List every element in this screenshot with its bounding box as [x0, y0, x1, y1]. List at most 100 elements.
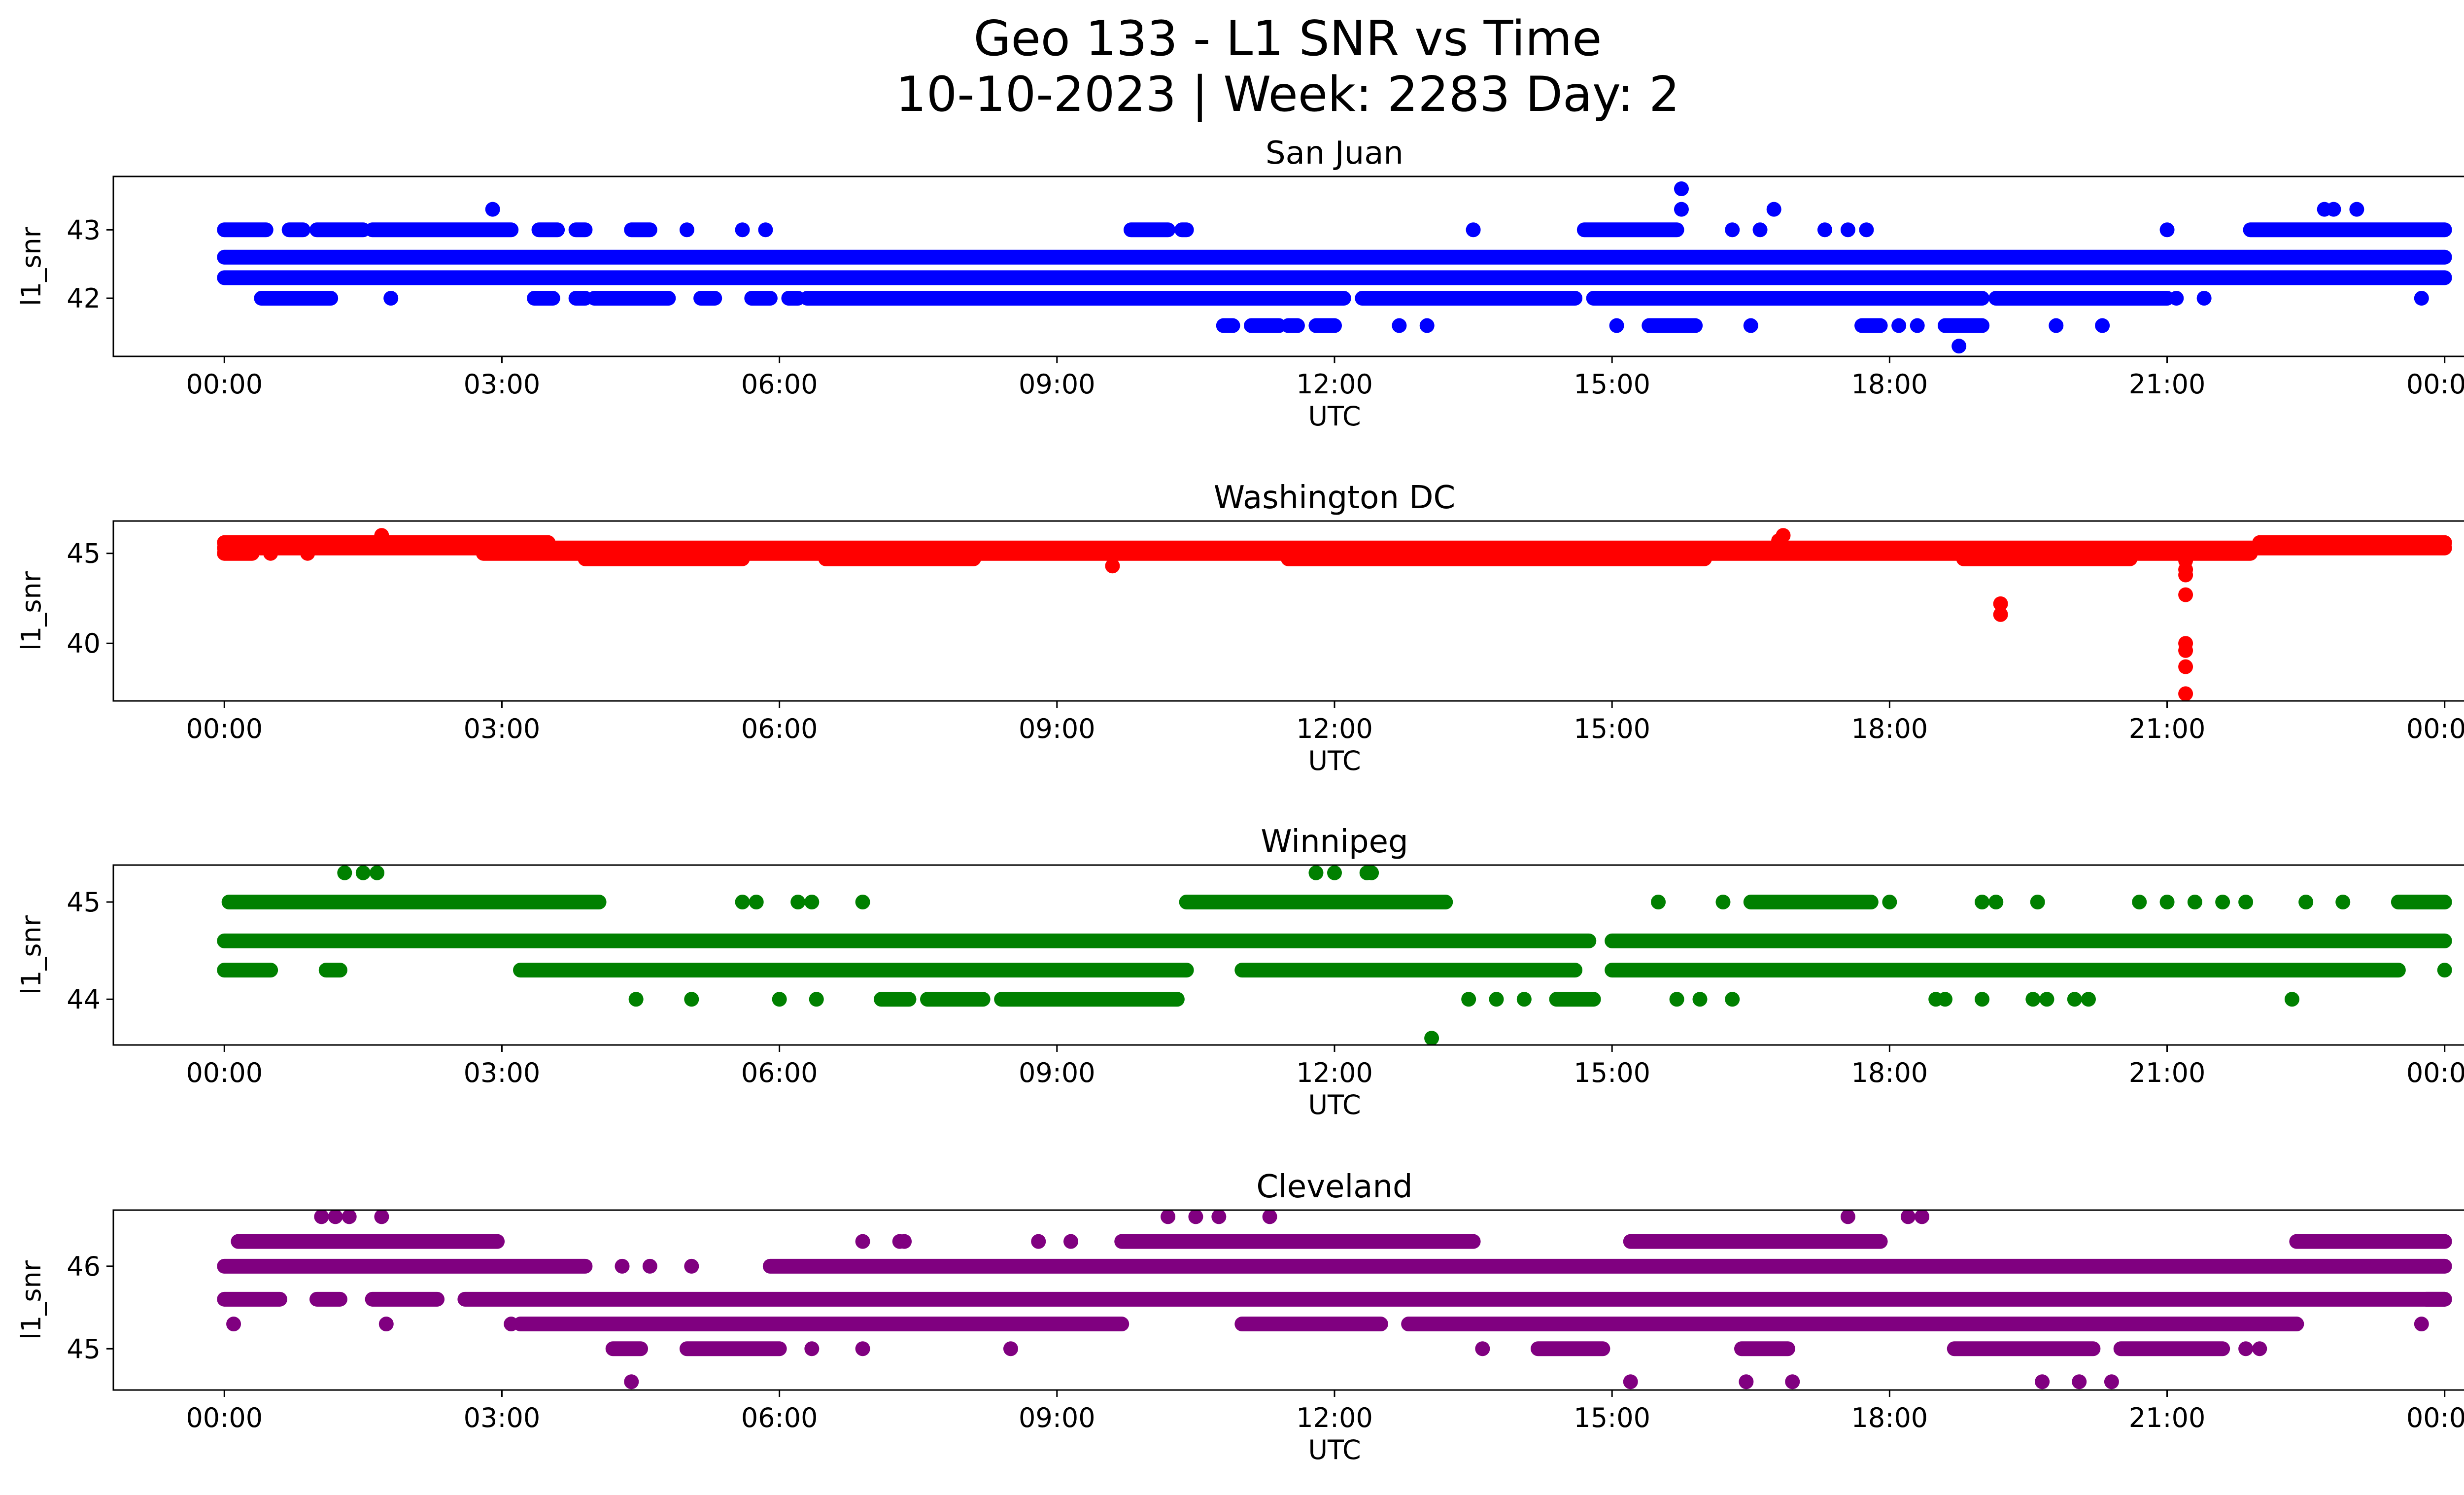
- data-point: [684, 992, 699, 1007]
- data-point: [1669, 992, 1684, 1007]
- data-point: [2187, 894, 2202, 909]
- data-point: [624, 1374, 639, 1390]
- data-point: [383, 291, 399, 306]
- data-point: [1752, 222, 1768, 238]
- y-axis-label: l1_snr: [16, 1260, 47, 1340]
- x-tick-label: 09:00: [1019, 713, 1095, 744]
- data-point: [2081, 992, 2096, 1007]
- data-point: [1262, 1210, 1277, 1224]
- x-tick-label: 12:00: [1296, 369, 1373, 400]
- axes-frame: [112, 864, 2464, 1046]
- data-point: [1516, 992, 1532, 1007]
- data-point: [1840, 222, 1855, 238]
- data-point: [1938, 992, 1952, 1007]
- data-point: [1188, 1210, 1203, 1224]
- data-point: [1840, 1210, 1855, 1224]
- data-point: [355, 865, 371, 880]
- data-series: [217, 1210, 2452, 1390]
- data-point: [378, 1317, 394, 1332]
- x-tick-label: 15:00: [1574, 1402, 1650, 1433]
- y-tick-label: 43: [67, 214, 101, 245]
- x-tick-label: 06:00: [741, 1402, 818, 1433]
- x-axis-label: UTC: [1308, 1089, 1361, 1120]
- data-point: [1993, 596, 2008, 611]
- x-tick-label: 12:00: [1296, 713, 1373, 744]
- data-point: [642, 1258, 657, 1274]
- data-point: [1975, 894, 1990, 909]
- data-point: [1891, 318, 1907, 333]
- data-point: [485, 202, 500, 217]
- subplot-washington-dc: Washington DC 00:00 03:00 06:00 09:00 12:00 15…: [16, 480, 2464, 776]
- x-axis-label: UTC: [1308, 1434, 1361, 1465]
- x-tick-label: 21:00: [2129, 1057, 2206, 1088]
- data-point: [2215, 894, 2230, 909]
- data-point: [1475, 1341, 1490, 1356]
- data-point: [1419, 318, 1435, 333]
- y-tick-label: 45: [67, 538, 101, 569]
- data-point: [300, 546, 315, 561]
- data-point: [2159, 894, 2175, 909]
- data-point: [1771, 533, 1786, 549]
- subplot-title: San Juan: [1266, 135, 1403, 172]
- x-axis-label: UTC: [1308, 745, 1361, 776]
- x-tick-label: 18:00: [1851, 369, 1928, 400]
- y-axis-label: l1_snr: [16, 915, 47, 995]
- data-point: [328, 1210, 343, 1224]
- data-point: [2326, 202, 2341, 217]
- data-point: [2178, 659, 2193, 674]
- data-point: [1915, 1210, 1930, 1224]
- data-point: [1715, 894, 1731, 909]
- data-point: [1105, 558, 1120, 574]
- data-point: [1211, 1210, 1227, 1224]
- data-point: [1975, 992, 1990, 1007]
- data-point: [2159, 222, 2175, 238]
- data-point: [2104, 1374, 2119, 1390]
- data-point: [2178, 567, 2193, 583]
- data-point: [2298, 894, 2314, 909]
- data-point: [1327, 865, 1342, 880]
- data-point: [2178, 643, 2193, 658]
- data-point: [897, 1234, 912, 1249]
- x-tick-label: 21:00: [2129, 1402, 2206, 1433]
- data-point: [1466, 222, 1481, 238]
- data-point: [1951, 339, 1967, 354]
- data-point: [1623, 1374, 1638, 1390]
- x-tick-label: 18:00: [1851, 1057, 1928, 1088]
- data-point: [1910, 318, 1925, 333]
- x-tick-label: 18:00: [1851, 1402, 1928, 1433]
- y-tick-label: 46: [67, 1251, 101, 1282]
- x-tick-label: 09:00: [1019, 1057, 1095, 1088]
- x-tick-label: 03:00: [464, 1057, 541, 1088]
- x-tick-label: 15:00: [1574, 369, 1650, 400]
- data-point: [684, 1258, 699, 1274]
- data-point: [1161, 1210, 1176, 1224]
- data-point: [1674, 202, 1689, 217]
- x-tick-label: 03:00: [464, 369, 541, 400]
- figure-title-line-1: Geo 133 - L1 SNR vs Time: [974, 11, 1602, 67]
- x-tick-label: 09:00: [1019, 369, 1095, 400]
- data-point: [370, 865, 385, 880]
- data-point: [342, 1210, 357, 1224]
- data-point: [314, 1210, 329, 1224]
- data-point: [855, 894, 870, 909]
- data-point: [1364, 865, 1379, 880]
- y-tick-label: 42: [67, 283, 101, 314]
- x-tick-label: 12:00: [1296, 1057, 1373, 1088]
- data-point: [2414, 1317, 2429, 1332]
- data-point: [758, 222, 773, 238]
- x-tick-label: 15:00: [1574, 713, 1650, 744]
- data-point: [2238, 894, 2254, 909]
- data-point: [1308, 865, 1324, 880]
- data-point: [2025, 992, 2041, 1007]
- data-point: [735, 222, 750, 238]
- data-point: [2132, 894, 2147, 909]
- data-point: [1988, 894, 2004, 909]
- x-tick-label: 06:00: [741, 1057, 818, 1088]
- subplot-cleveland: Cleveland 00:00 03:00 06:00 09:00 12:00 15:00 1…: [16, 1169, 2464, 1465]
- data-point: [2030, 894, 2045, 909]
- x-tick-label: 00:00: [2406, 713, 2464, 744]
- data-point: [772, 992, 787, 1007]
- data-point: [2169, 291, 2184, 306]
- data-point: [679, 222, 694, 238]
- data-point: [1392, 318, 1407, 333]
